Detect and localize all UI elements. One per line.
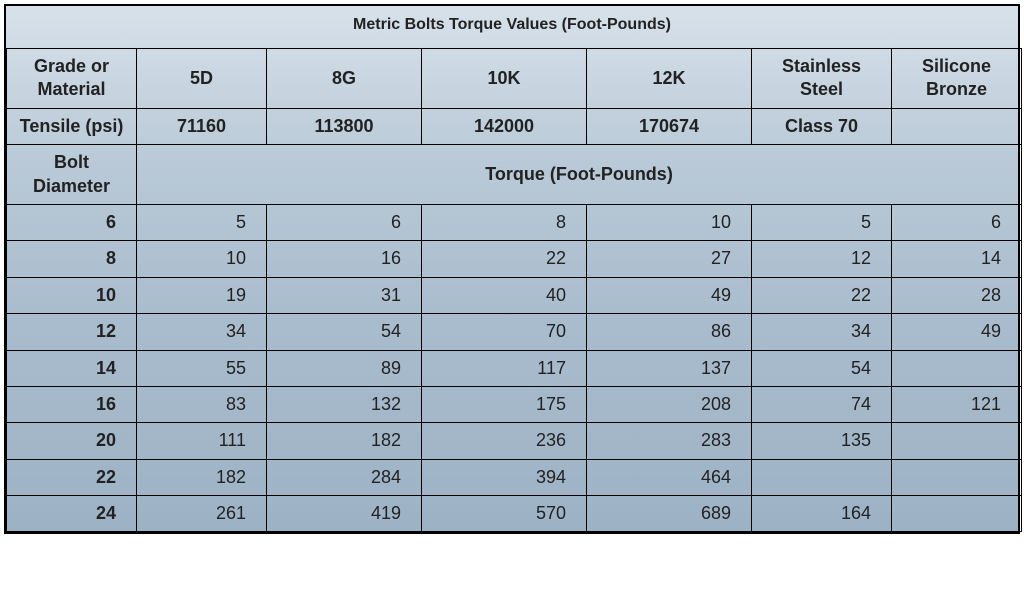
bolt-diameter-value: 6 xyxy=(7,204,137,240)
torque-value: 31 xyxy=(267,277,422,313)
tensile-value-4: Class 70 xyxy=(752,108,892,144)
torque-value: 55 xyxy=(137,350,267,386)
torque-value: 86 xyxy=(587,314,752,350)
table-row: 14558911713754 xyxy=(7,350,1022,386)
torque-value: 12 xyxy=(752,241,892,277)
torque-value: 8 xyxy=(422,204,587,240)
col-header-2: 10K xyxy=(422,49,587,109)
tensile-value-5 xyxy=(892,108,1022,144)
col-header-3: 12K xyxy=(587,49,752,109)
torque-value: 283 xyxy=(587,423,752,459)
torque-value: 570 xyxy=(422,496,587,532)
torque-value: 208 xyxy=(587,386,752,422)
torque-value: 419 xyxy=(267,496,422,532)
bolt-diameter-value: 14 xyxy=(7,350,137,386)
torque-value: 40 xyxy=(422,277,587,313)
torque-value: 689 xyxy=(587,496,752,532)
torque-value: 28 xyxy=(892,277,1022,313)
torque-value xyxy=(892,459,1022,495)
torque-span-label: Torque (Foot-Pounds) xyxy=(137,145,1022,205)
torque-value: 22 xyxy=(422,241,587,277)
torque-value xyxy=(752,459,892,495)
torque-value: 10 xyxy=(137,241,267,277)
table-row: 65681056 xyxy=(7,204,1022,240)
torque-value: 89 xyxy=(267,350,422,386)
table-title: Metric Bolts Torque Values (Foot-Pounds) xyxy=(6,6,1018,48)
bolt-diameter-label: Bolt Diameter xyxy=(7,145,137,205)
torque-value: 16 xyxy=(267,241,422,277)
table-row: 24261419570689164 xyxy=(7,496,1022,532)
torque-value: 5 xyxy=(137,204,267,240)
torque-value xyxy=(892,350,1022,386)
bolt-diameter-value: 10 xyxy=(7,277,137,313)
torque-table: Grade or Material5D8G10K12KStainless Ste… xyxy=(6,48,1022,532)
torque-value: 6 xyxy=(267,204,422,240)
torque-value: 5 xyxy=(752,204,892,240)
torque-value: 137 xyxy=(587,350,752,386)
tensile-value-1: 113800 xyxy=(267,108,422,144)
torque-value: 6 xyxy=(892,204,1022,240)
col-header-5: Silicone Bronze xyxy=(892,49,1022,109)
table-row: 168313217520874121 xyxy=(7,386,1022,422)
table-row: 10193140492228 xyxy=(7,277,1022,313)
torque-value: 27 xyxy=(587,241,752,277)
torque-value: 49 xyxy=(587,277,752,313)
bolt-diameter-value: 24 xyxy=(7,496,137,532)
torque-value xyxy=(892,423,1022,459)
table-row: 12345470863449 xyxy=(7,314,1022,350)
torque-table-container: Metric Bolts Torque Values (Foot-Pounds)… xyxy=(4,4,1020,534)
torque-value: 261 xyxy=(137,496,267,532)
torque-value: 83 xyxy=(137,386,267,422)
torque-value: 49 xyxy=(892,314,1022,350)
torque-value: 70 xyxy=(422,314,587,350)
torque-value: 132 xyxy=(267,386,422,422)
torque-value: 175 xyxy=(422,386,587,422)
torque-value: 464 xyxy=(587,459,752,495)
torque-value: 117 xyxy=(422,350,587,386)
torque-value: 284 xyxy=(267,459,422,495)
torque-value: 14 xyxy=(892,241,1022,277)
torque-value: 34 xyxy=(752,314,892,350)
torque-value xyxy=(892,496,1022,532)
table-row: 8101622271214 xyxy=(7,241,1022,277)
table-row: 20111182236283135 xyxy=(7,423,1022,459)
torque-value: 182 xyxy=(137,459,267,495)
torque-value: 74 xyxy=(752,386,892,422)
bolt-diameter-value: 20 xyxy=(7,423,137,459)
col-header-4: Stainless Steel xyxy=(752,49,892,109)
torque-value: 10 xyxy=(587,204,752,240)
bolt-diameter-value: 16 xyxy=(7,386,137,422)
col-header-0: 5D xyxy=(137,49,267,109)
torque-value: 54 xyxy=(752,350,892,386)
torque-value: 135 xyxy=(752,423,892,459)
bolt-diameter-value: 8 xyxy=(7,241,137,277)
bolt-diameter-value: 22 xyxy=(7,459,137,495)
torque-value: 111 xyxy=(137,423,267,459)
torque-value: 19 xyxy=(137,277,267,313)
torque-value: 22 xyxy=(752,277,892,313)
torque-value: 121 xyxy=(892,386,1022,422)
col-header-grade: Grade or Material xyxy=(7,49,137,109)
col-header-1: 8G xyxy=(267,49,422,109)
tensile-label: Tensile (psi) xyxy=(7,108,137,144)
table-row: 22182284394464 xyxy=(7,459,1022,495)
torque-value: 182 xyxy=(267,423,422,459)
tensile-value-2: 142000 xyxy=(422,108,587,144)
torque-value: 164 xyxy=(752,496,892,532)
tensile-value-3: 170674 xyxy=(587,108,752,144)
torque-value: 54 xyxy=(267,314,422,350)
bolt-diameter-value: 12 xyxy=(7,314,137,350)
torque-value: 236 xyxy=(422,423,587,459)
torque-value: 34 xyxy=(137,314,267,350)
torque-value: 394 xyxy=(422,459,587,495)
tensile-value-0: 71160 xyxy=(137,108,267,144)
